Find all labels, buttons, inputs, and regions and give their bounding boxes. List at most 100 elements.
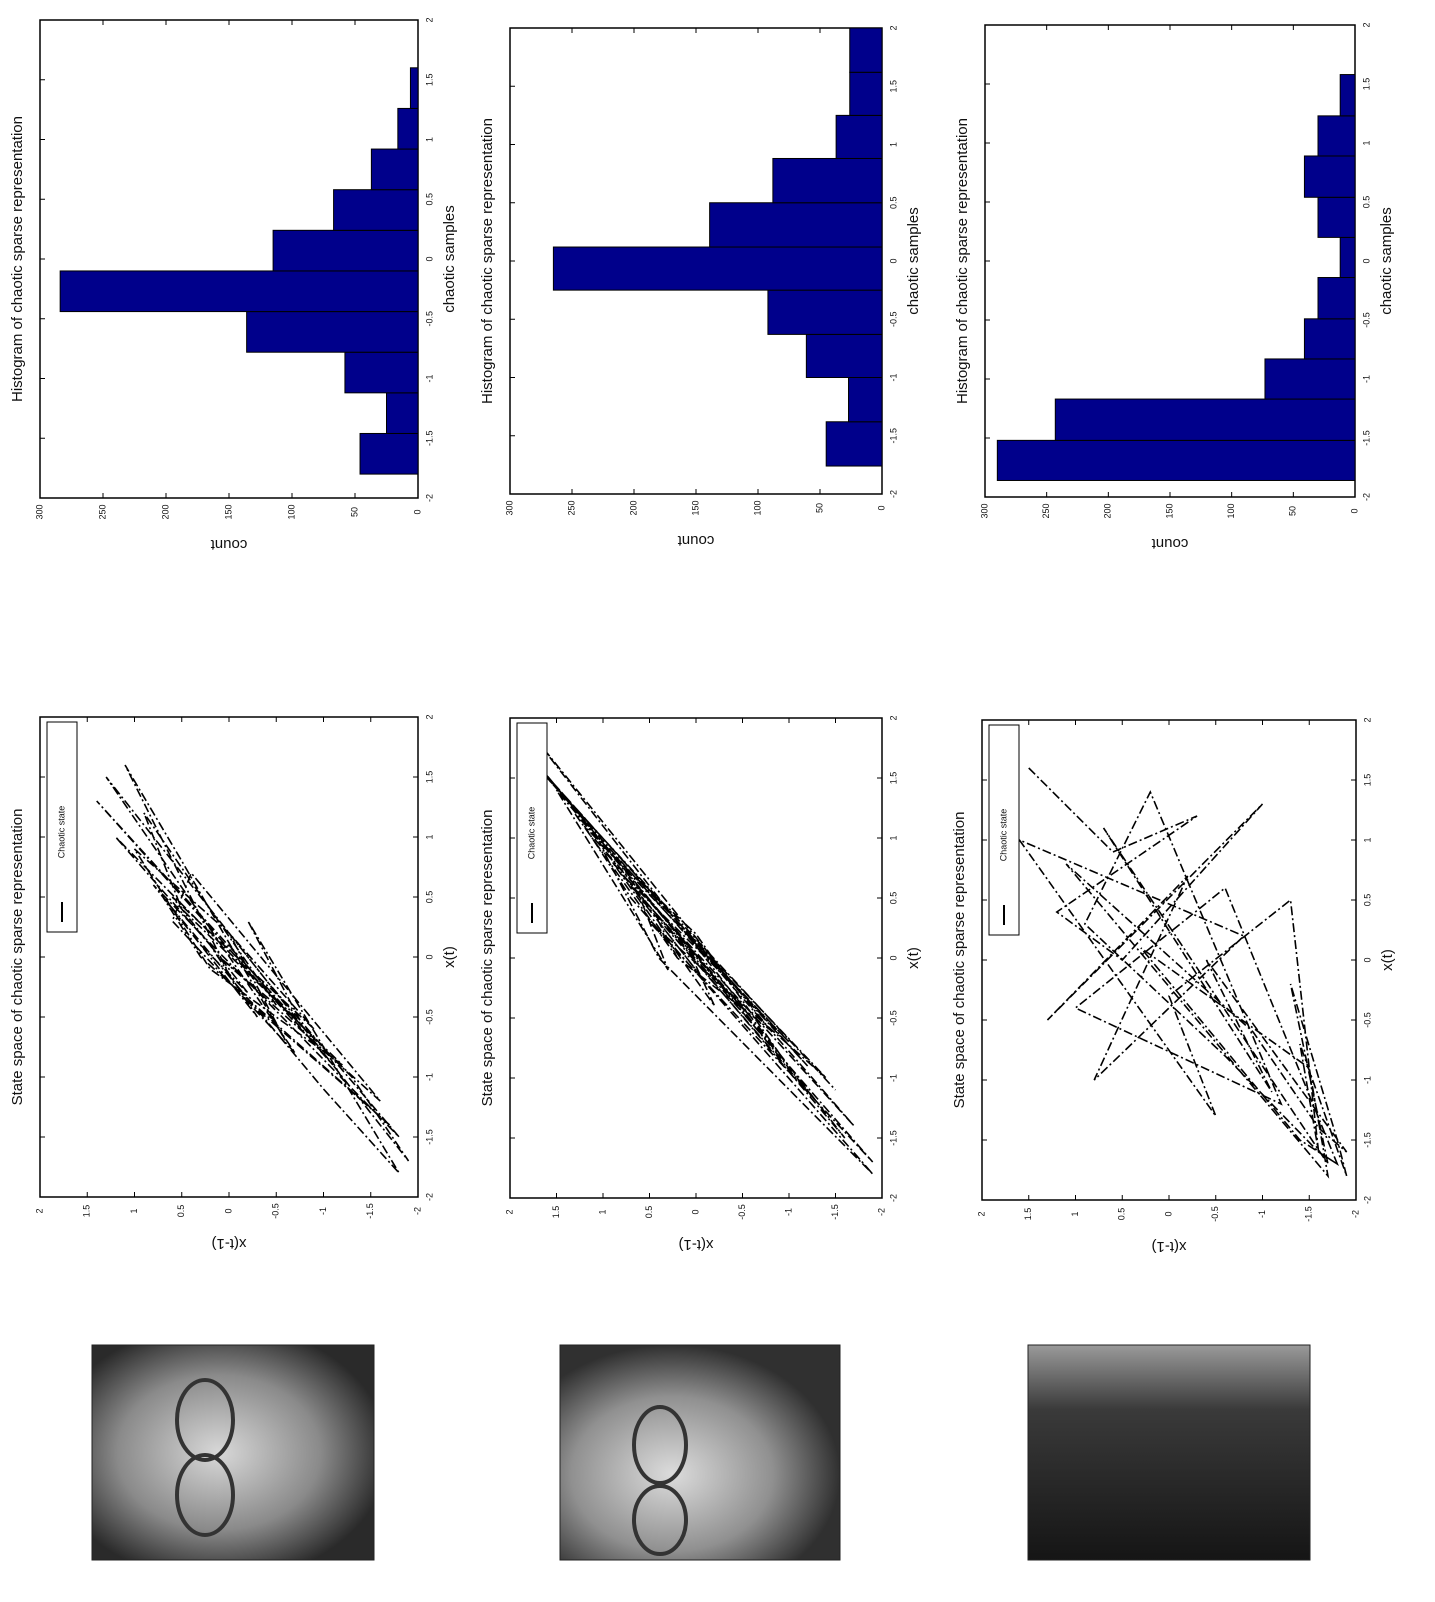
x-tick-label: 1.5 [1362,774,1372,787]
x-tick-label: -1 [424,374,434,382]
bar [772,157,883,204]
y-tick-label: 100 [286,504,296,519]
x-tick-label: -1.5 [424,430,434,446]
x-tick-label: -1 [1361,375,1371,383]
y-tick-label: 1 [1070,1211,1080,1216]
y-tick-label: 0 [690,1209,700,1214]
bar [272,229,419,272]
y-tick-label: 250 [1041,503,1051,518]
x-tick-label: 1 [1361,140,1371,145]
x-tick-label: 2 [1361,22,1371,27]
y-tick-label: -1.5 [1304,1206,1314,1222]
y-tick-label: 0 [223,1208,233,1213]
y-tick-label: -2 [876,1208,886,1216]
x-tick-label: 0 [888,955,898,960]
x-tick-label: -2 [1362,1196,1372,1204]
x-tick-label: 1.5 [1361,78,1371,91]
bar [1339,236,1356,279]
y-axis-label: count [1151,535,1189,552]
x-tick-label: 1 [424,137,434,142]
x-tick-label: 0.5 [424,891,434,904]
y-tick-label: -1.5 [830,1204,840,1220]
y-tick-label: 100 [1226,503,1236,518]
y-tick-label: 50 [1288,506,1298,516]
x-tick-label: -2 [1361,493,1371,501]
y-tick-label: 250 [97,504,107,519]
bar [709,202,883,248]
bar [805,333,883,378]
plot-frame [981,719,1357,1201]
y-tick-label: -1.5 [365,1203,375,1219]
x-tick-label: 0.5 [888,892,898,905]
legend-label: Chaotic state [526,807,536,860]
y-axis-label: x(t-1) [212,1235,247,1252]
x-tick-label: 1 [888,835,898,840]
y-tick-label: 0 [412,509,422,514]
bar [996,439,1356,481]
x-tick-label: -2 [424,494,434,502]
state-trajectory [1017,767,1348,1179]
chart-title: Histogram of chaotic sparse representati… [954,118,971,404]
x-tick-label: 0 [424,954,434,959]
bar [246,311,419,353]
legend-label: Chaotic state [56,806,66,859]
y-axis-label: count [210,536,248,553]
bar [825,421,883,467]
y-tick-label: 150 [223,504,233,519]
x-tick-label: 2 [424,17,434,22]
x-tick-label: 0 [1361,258,1371,263]
y-tick-label: 150 [1164,503,1174,518]
chart-title: State space of chaotic sparse representa… [479,810,496,1107]
y-tick-label: -1 [318,1207,328,1215]
y-tick-label: -2 [412,1207,422,1215]
x-tick-label: 1.5 [424,771,434,784]
y-tick-label: 50 [814,503,824,513]
chart-title: State space of chaotic sparse representa… [951,812,968,1109]
state-trajectory [518,729,874,1175]
x-tick-label: 1 [424,834,434,839]
chart-title: Histogram of chaotic sparse representati… [479,118,496,404]
bar [1339,74,1356,117]
bar [849,71,883,116]
x-tick-label: 2 [888,715,898,720]
y-axis-label: x(t-1) [1152,1238,1187,1255]
y-tick-label: 0.5 [176,1205,186,1218]
bar [1303,318,1356,360]
bar [1317,115,1356,157]
bar [409,67,419,109]
y-tick-label: -0.5 [1210,1206,1220,1222]
state-trajectory [96,764,410,1174]
x-tick-label: -1.5 [888,1130,898,1146]
x-tick-label: -1 [1362,1076,1372,1084]
y-tick-label: 300 [504,500,514,515]
face-image [91,1344,375,1561]
x-tick-label: 0.5 [424,193,434,206]
y-tick-label: 1.5 [82,1205,92,1218]
y-tick-label: 300 [34,504,44,519]
x-axis-label: chaotic samples [905,207,922,315]
x-tick-label: -0.5 [424,1009,434,1025]
x-tick-label: -2 [888,1194,898,1202]
bar [1317,196,1356,238]
y-tick-label: 0 [1163,1211,1173,1216]
legend-box [46,721,78,933]
x-axis-label: x(t) [1379,949,1396,971]
legend-box [988,724,1020,936]
x-tick-label: -1.5 [888,428,898,444]
bar [59,270,419,313]
x-tick-label: 1 [888,142,898,147]
y-tick-label: -2 [1350,1210,1360,1218]
chart-title: State space of chaotic sparse representa… [9,809,26,1106]
bar [835,114,883,159]
x-tick-label: -0.5 [888,1010,898,1026]
plot-frame [509,717,883,1199]
chart-title: Histogram of chaotic sparse representati… [9,116,26,402]
x-tick-label: 2 [1362,717,1372,722]
bar [359,432,419,475]
bar [1317,277,1356,320]
x-tick-label: -1 [888,1074,898,1082]
x-tick-label: -1 [888,373,898,381]
y-tick-label: -1 [783,1208,793,1216]
x-tick-label: 0.5 [1361,196,1371,209]
